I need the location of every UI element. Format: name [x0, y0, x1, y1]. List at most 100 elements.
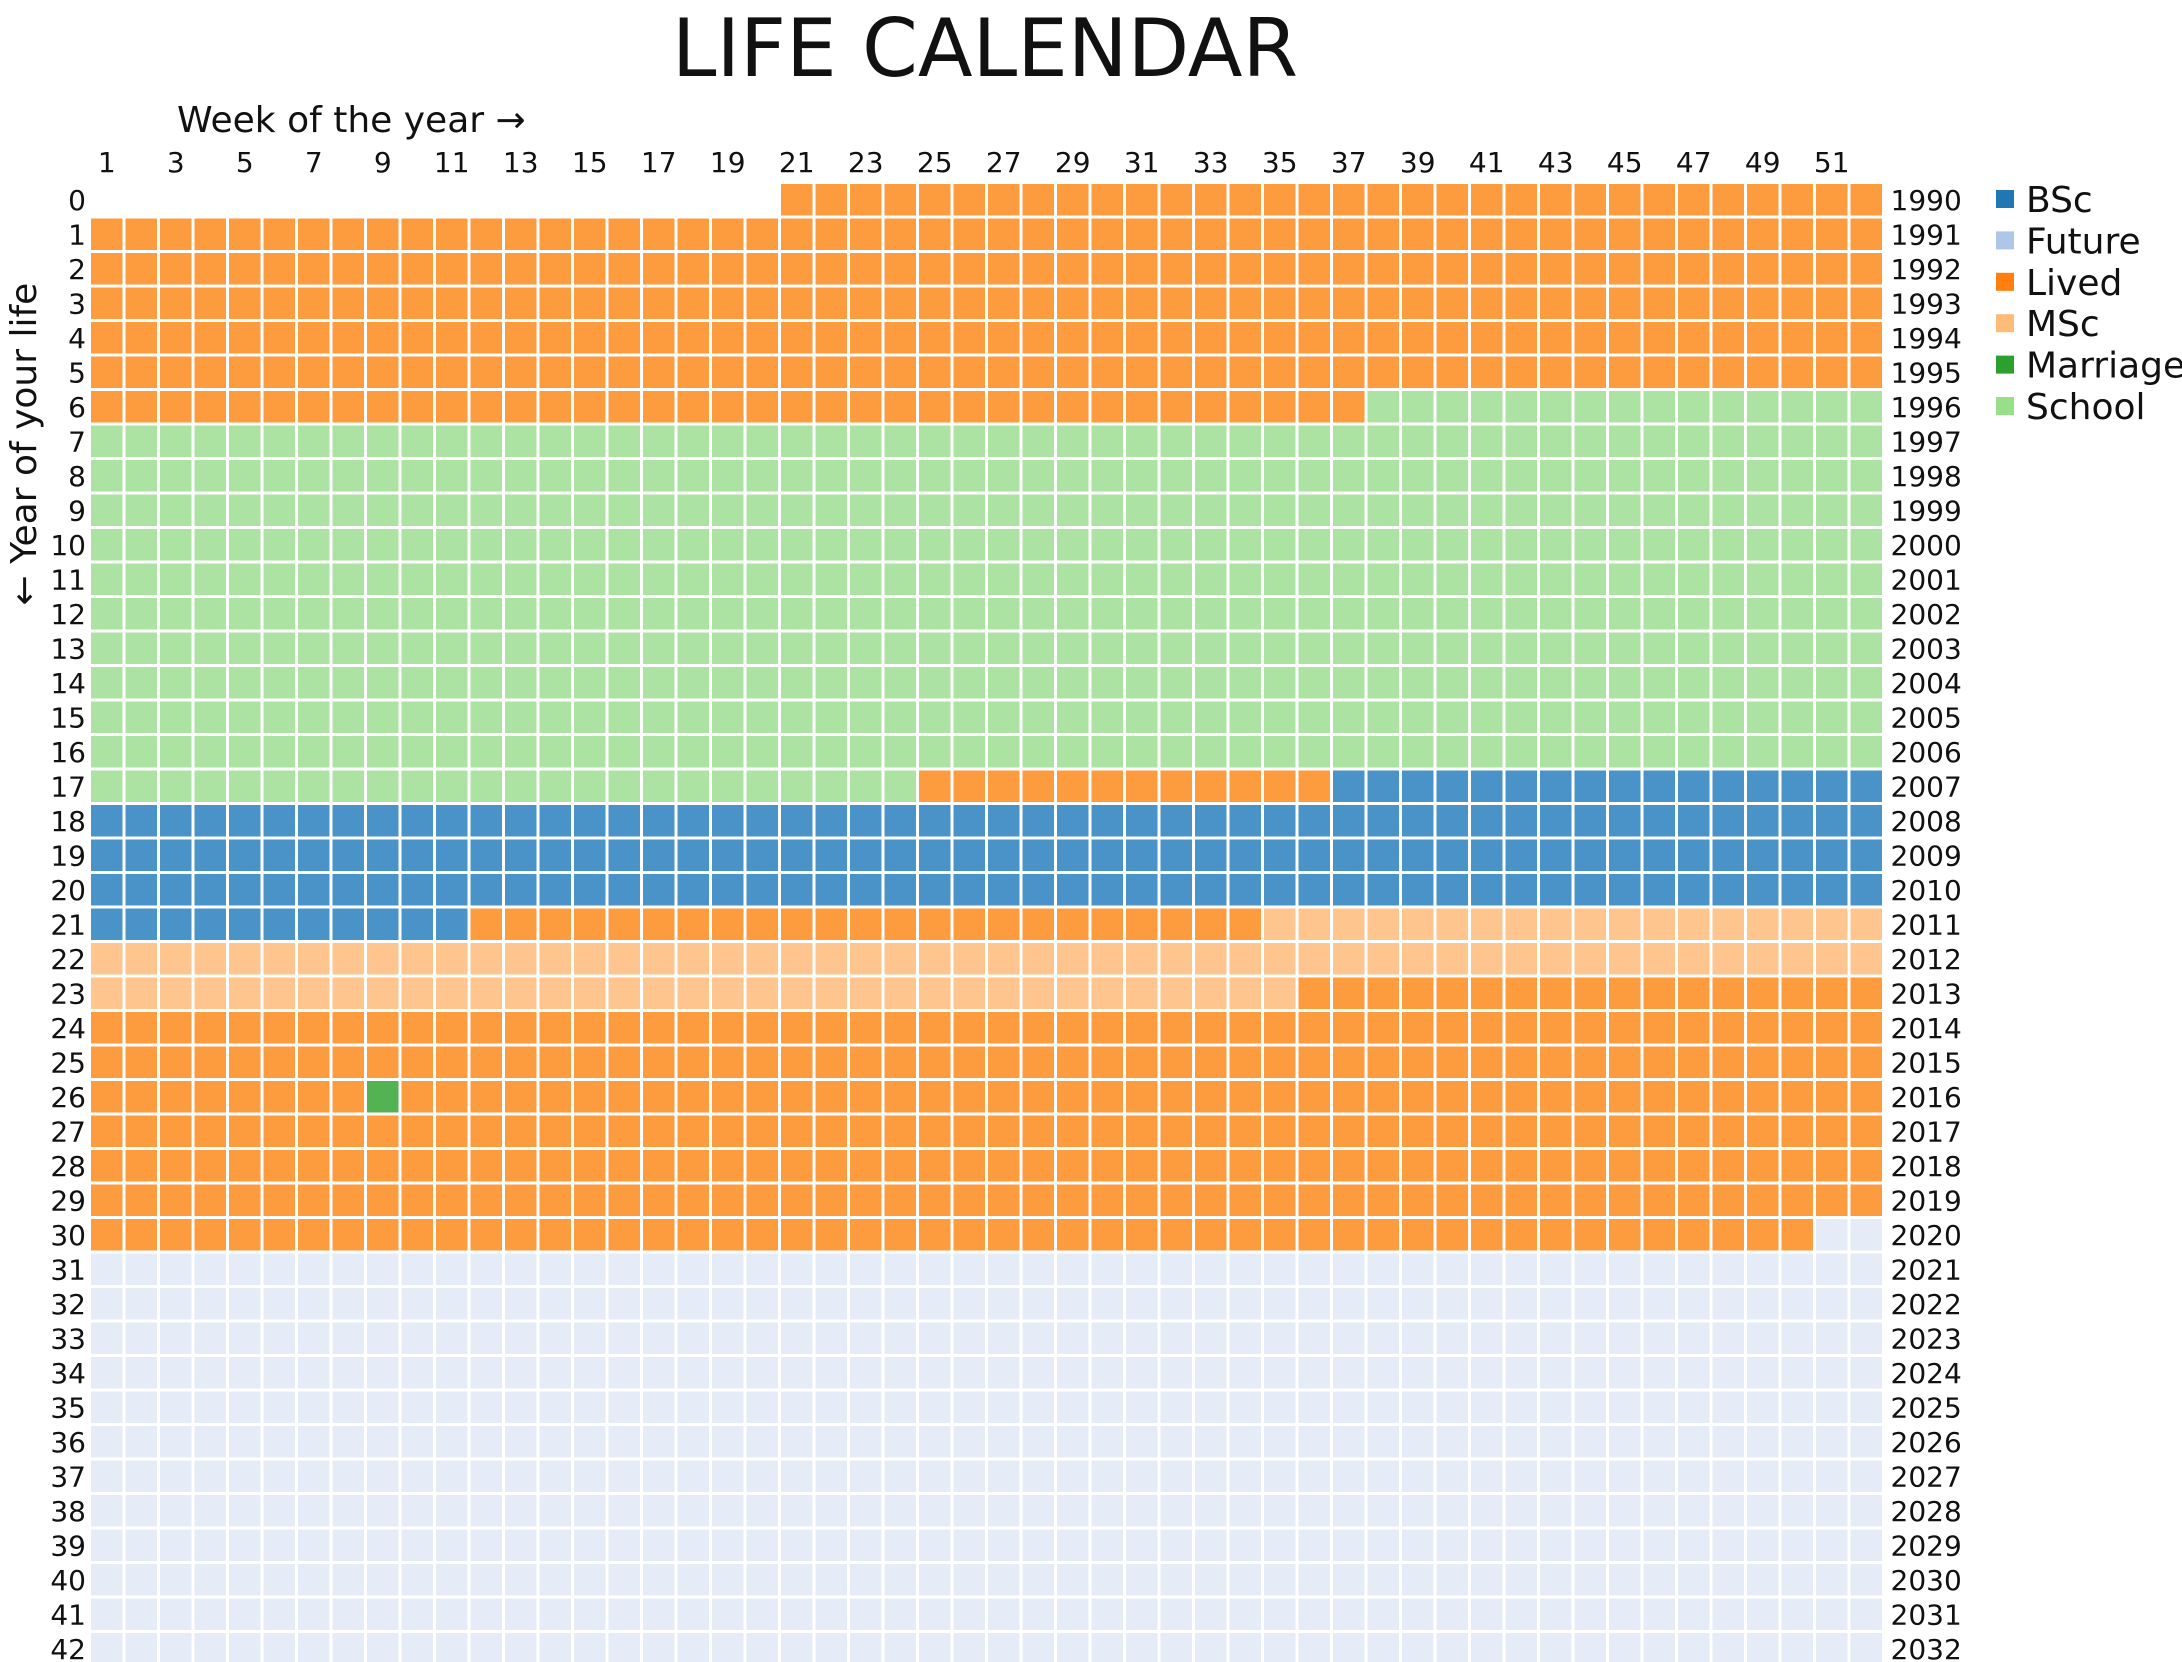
week-cell-future	[1367, 1288, 1399, 1320]
week-cell-lived	[1126, 1150, 1158, 1182]
week-cell-msc	[1402, 943, 1434, 975]
week-cell-lived	[677, 391, 709, 423]
week-cell-future	[1264, 1495, 1296, 1527]
week-cell-lived	[367, 356, 399, 388]
x-tick-label: 23	[848, 146, 884, 179]
week-cell-bsc	[1609, 805, 1641, 837]
week-cell-msc	[401, 943, 433, 975]
week-cell-future	[470, 1391, 502, 1423]
week-cell-lived	[1436, 1115, 1468, 1147]
week-cell-lived	[1057, 287, 1089, 319]
week-cell-future	[919, 1529, 951, 1561]
week-cell-future	[988, 1357, 1020, 1389]
week-cell-school	[1091, 529, 1123, 561]
week-cell-future	[263, 1253, 295, 1285]
week-cell-lived	[332, 253, 364, 285]
week-cell-lived	[298, 1115, 330, 1147]
week-cell-school	[815, 563, 847, 595]
week-cell-lived	[1057, 908, 1089, 940]
week-cell-school	[1264, 667, 1296, 699]
week-cell-school	[1678, 391, 1710, 423]
week-cell-school	[1643, 598, 1675, 630]
week-cell-lived	[263, 391, 295, 423]
week-cell-future	[1574, 1529, 1606, 1561]
week-cell-lived	[1643, 1150, 1675, 1182]
week-cell-school	[1850, 391, 1882, 423]
week-cell-bsc	[1643, 839, 1675, 871]
week-cell-school	[1264, 425, 1296, 457]
week-cell-school	[1505, 460, 1537, 492]
week-cell-lived	[1160, 1219, 1192, 1251]
week-cell-school	[1540, 667, 1572, 699]
week-cell-school	[1160, 667, 1192, 699]
week-cell-future	[746, 1357, 778, 1389]
week-cell-future	[1333, 1288, 1365, 1320]
week-cell-future	[1471, 1633, 1503, 1662]
week-cell-school	[125, 667, 157, 699]
week-cell-lived	[1091, 322, 1123, 354]
week-cell-future	[1712, 1391, 1744, 1423]
week-cell-lived	[401, 253, 433, 285]
x-tick-label: 49	[1745, 146, 1781, 179]
week-cell-lived	[1091, 287, 1123, 319]
week-cell-future	[1505, 1322, 1537, 1354]
week-cell-lived	[332, 287, 364, 319]
week-cell-lived	[1436, 1081, 1468, 1113]
week-cell-lived	[919, 1012, 951, 1044]
week-cell-lived	[643, 908, 675, 940]
week-cell-lived	[539, 1081, 571, 1113]
week-cell-lived	[1367, 218, 1399, 250]
week-cell-school	[1091, 425, 1123, 457]
week-cell-future	[884, 1460, 916, 1492]
year-tick-label: 1998	[1891, 460, 1962, 493]
week-cell-future	[574, 1322, 606, 1354]
year-tick-label: 2030	[1891, 1564, 1962, 1597]
week-cell-future	[1643, 1460, 1675, 1492]
week-cell-school	[505, 529, 537, 561]
week-cell-lived	[988, 184, 1020, 216]
week-cell-school	[263, 770, 295, 802]
week-cell-lived	[712, 1046, 744, 1078]
week-cell-future	[1264, 1322, 1296, 1354]
week-cell-lived	[401, 356, 433, 388]
week-cell-school	[91, 770, 123, 802]
week-cell-lived	[1781, 1115, 1813, 1147]
week-cell-bsc	[608, 805, 640, 837]
week-cell-bsc	[229, 805, 261, 837]
week-cell-future	[1540, 1529, 1572, 1561]
week-cell-future	[263, 1633, 295, 1662]
week-cell-future	[919, 1564, 951, 1596]
week-cell-future	[1609, 1598, 1641, 1630]
week-cell-lived	[1781, 184, 1813, 216]
week-cell-school	[194, 701, 226, 733]
week-cell-school	[229, 701, 261, 733]
week-cell-future	[1747, 1357, 1779, 1389]
week-cell-lived	[1540, 287, 1572, 319]
week-cell-lived	[470, 1150, 502, 1182]
week-cell-lived	[953, 1219, 985, 1251]
week-cell-lived	[1816, 1115, 1848, 1147]
week-cell-msc	[91, 977, 123, 1009]
week-cell-school	[160, 563, 192, 595]
week-cell-lived	[1091, 184, 1123, 216]
week-cell-school	[1436, 598, 1468, 630]
week-cell-bsc	[815, 874, 847, 906]
week-cell-future	[1540, 1322, 1572, 1354]
week-cell-future	[919, 1391, 951, 1423]
week-cell-future	[1574, 1322, 1606, 1354]
week-cell-future	[1850, 1391, 1882, 1423]
week-cell-lived	[1678, 322, 1710, 354]
week-cell-school	[884, 667, 916, 699]
week-cell-lived	[677, 1012, 709, 1044]
week-cell-school	[1540, 598, 1572, 630]
week-cell-school	[1747, 529, 1779, 561]
week-cell-msc	[1402, 908, 1434, 940]
week-cell-future	[1195, 1322, 1227, 1354]
week-cell-school	[539, 667, 571, 699]
week-cell-msc	[1712, 908, 1744, 940]
week-cell-school	[574, 563, 606, 595]
week-cell-lived	[712, 1115, 744, 1147]
week-cell-school	[781, 460, 813, 492]
week-cell-school	[1816, 736, 1848, 768]
week-cell-future	[539, 1322, 571, 1354]
